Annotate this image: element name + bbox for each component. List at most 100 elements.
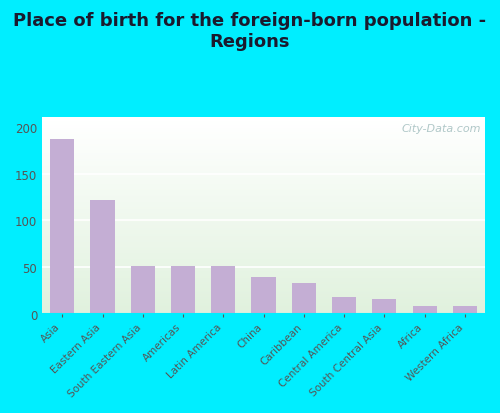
Bar	[42, 265, 485, 266]
Bar	[252, 278, 276, 314]
Bar	[42, 289, 485, 290]
Bar	[42, 292, 485, 293]
Bar	[42, 197, 485, 198]
Bar	[42, 305, 485, 306]
Bar	[42, 220, 485, 221]
Bar	[42, 172, 485, 173]
Bar	[42, 303, 485, 304]
Bar	[42, 296, 485, 297]
Bar	[42, 134, 485, 135]
Bar	[42, 255, 485, 256]
Bar	[42, 222, 485, 223]
Bar	[42, 201, 485, 202]
Bar	[42, 260, 485, 261]
Bar	[42, 278, 485, 279]
Bar	[42, 266, 485, 267]
Bar	[42, 277, 485, 278]
Bar	[42, 154, 485, 155]
Bar	[42, 253, 485, 254]
Bar	[42, 118, 485, 119]
Bar	[42, 311, 485, 312]
Bar	[42, 233, 485, 234]
Bar	[42, 270, 485, 271]
Bar	[42, 221, 485, 222]
Bar	[42, 248, 485, 249]
Bar	[42, 122, 485, 123]
Bar	[42, 273, 485, 274]
Bar	[42, 272, 485, 273]
Bar	[42, 239, 485, 240]
Bar	[42, 256, 485, 257]
Bar	[42, 283, 485, 284]
Bar	[42, 249, 485, 250]
Bar	[42, 132, 485, 133]
Bar	[42, 275, 485, 276]
Bar	[42, 306, 485, 307]
Bar	[42, 133, 485, 134]
Bar	[42, 268, 485, 269]
Bar	[42, 130, 485, 131]
Bar	[372, 299, 396, 314]
Bar	[42, 245, 485, 246]
Bar	[42, 120, 485, 121]
Bar	[42, 208, 485, 209]
Bar	[42, 137, 485, 138]
Bar	[42, 178, 485, 179]
Bar	[42, 174, 485, 175]
Bar	[42, 168, 485, 169]
Bar	[42, 276, 485, 277]
Bar	[42, 310, 485, 311]
Bar	[42, 127, 485, 128]
Bar	[292, 283, 316, 314]
Bar	[42, 271, 485, 272]
Bar	[42, 124, 485, 125]
Bar	[42, 263, 485, 264]
Bar	[42, 187, 485, 188]
Bar	[42, 203, 485, 204]
Bar	[42, 246, 485, 247]
Bar	[42, 279, 485, 280]
Bar	[42, 159, 485, 160]
Bar	[42, 183, 485, 184]
Bar	[42, 231, 485, 232]
Bar	[42, 288, 485, 289]
Bar	[42, 176, 485, 177]
Bar	[42, 299, 485, 300]
Bar	[42, 254, 485, 255]
Bar	[42, 232, 485, 233]
Bar	[332, 297, 356, 314]
Bar	[42, 169, 485, 170]
Bar	[42, 284, 485, 285]
Bar	[42, 193, 485, 194]
Bar	[42, 291, 485, 292]
Bar	[42, 173, 485, 174]
Bar	[42, 309, 485, 310]
Bar	[42, 290, 485, 291]
Bar	[42, 213, 485, 214]
Bar	[42, 185, 485, 186]
Bar	[42, 179, 485, 180]
Bar	[42, 217, 485, 218]
Bar	[42, 302, 485, 303]
Bar	[42, 214, 485, 215]
Text: City-Data.com: City-Data.com	[401, 124, 480, 134]
Bar	[42, 147, 485, 148]
Bar	[42, 128, 485, 129]
Bar	[42, 142, 485, 143]
Bar	[42, 207, 485, 208]
Bar	[42, 175, 485, 176]
Bar	[42, 230, 485, 231]
Bar	[42, 205, 485, 206]
Bar	[42, 297, 485, 298]
Bar	[42, 227, 485, 228]
Bar	[211, 266, 236, 314]
Bar	[42, 189, 485, 190]
Bar	[42, 259, 485, 260]
Bar	[42, 274, 485, 275]
Bar	[42, 242, 485, 243]
Bar	[42, 136, 485, 137]
Bar	[42, 177, 485, 178]
Bar	[42, 244, 485, 245]
Bar	[42, 247, 485, 248]
Bar	[42, 267, 485, 268]
